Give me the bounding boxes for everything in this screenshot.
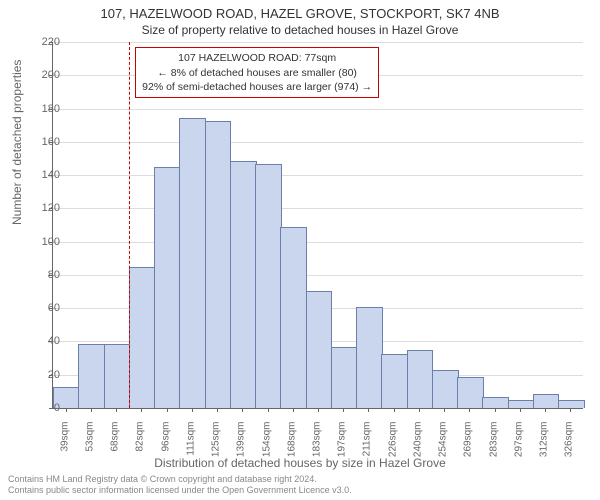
xtick-mark (293, 408, 294, 412)
ytick-label: 140 (20, 169, 60, 181)
histogram-bar (407, 350, 434, 408)
xtick-label: 82sqm (135, 422, 146, 472)
xtick-label: 139sqm (236, 422, 247, 472)
xtick-label: 211sqm (362, 422, 373, 472)
footer-attribution: Contains HM Land Registry data © Crown c… (8, 474, 352, 497)
xtick-mark (444, 408, 445, 412)
histogram-bar (179, 118, 206, 408)
xtick-label: 197sqm (337, 422, 348, 472)
ytick-label: 20 (20, 369, 60, 381)
xtick-mark (192, 408, 193, 412)
gridline (53, 242, 583, 243)
ytick-label: 40 (20, 335, 60, 347)
ytick-label: 200 (20, 69, 60, 81)
xtick-label: 269sqm (463, 422, 474, 472)
gridline (53, 42, 583, 43)
xtick-label: 226sqm (387, 422, 398, 472)
xtick-mark (343, 408, 344, 412)
footer-line1: Contains HM Land Registry data © Crown c… (8, 474, 352, 485)
gridline (53, 142, 583, 143)
xtick-mark (469, 408, 470, 412)
ytick-label: 80 (20, 269, 60, 281)
annotation-line2: ← 8% of detached houses are smaller (80) (142, 66, 372, 80)
chart-title-line2: Size of property relative to detached ho… (0, 21, 600, 37)
plot-area: 107 HAZELWOOD ROAD: 77sqm← 8% of detache… (52, 42, 583, 409)
histogram-bar (78, 344, 105, 408)
histogram-bar (381, 354, 408, 408)
annotation-line3: 92% of semi-detached houses are larger (… (142, 80, 372, 94)
ytick-label: 120 (20, 202, 60, 214)
xtick-mark (141, 408, 142, 412)
xtick-label: 39sqm (59, 422, 70, 472)
ytick-label: 100 (20, 236, 60, 248)
xtick-mark (318, 408, 319, 412)
xtick-mark (91, 408, 92, 412)
xtick-label: 297sqm (513, 422, 524, 472)
histogram-bar (230, 161, 257, 408)
histogram-bar (533, 394, 560, 408)
xtick-label: 283sqm (488, 422, 499, 472)
xtick-mark (167, 408, 168, 412)
xtick-mark (570, 408, 571, 412)
xtick-mark (545, 408, 546, 412)
histogram-bar (280, 227, 307, 408)
xtick-label: 254sqm (438, 422, 449, 472)
ytick-label: 60 (20, 302, 60, 314)
ytick-label: 220 (20, 36, 60, 48)
xtick-label: 168sqm (286, 422, 297, 472)
xtick-label: 240sqm (412, 422, 423, 472)
xtick-label: 96sqm (160, 422, 171, 472)
ytick-label: 160 (20, 136, 60, 148)
xtick-mark (116, 408, 117, 412)
xtick-mark (495, 408, 496, 412)
gridline (53, 109, 583, 110)
histogram-bar (331, 347, 358, 408)
histogram-bar (104, 344, 131, 408)
xtick-label: 312sqm (539, 422, 550, 472)
chart-container: 107, HAZELWOOD ROAD, HAZEL GROVE, STOCKP… (0, 0, 600, 500)
histogram-bar (508, 400, 535, 408)
xtick-mark (394, 408, 395, 412)
histogram-bar (154, 167, 181, 408)
xtick-label: 111sqm (185, 422, 196, 472)
xtick-mark (520, 408, 521, 412)
gridline (53, 208, 583, 209)
xtick-label: 183sqm (312, 422, 323, 472)
xtick-mark (217, 408, 218, 412)
footer-line2: Contains public sector information licen… (8, 485, 352, 496)
histogram-bar (432, 370, 459, 408)
xtick-mark (419, 408, 420, 412)
xtick-mark (242, 408, 243, 412)
xtick-mark (268, 408, 269, 412)
xtick-label: 154sqm (261, 422, 272, 472)
ytick-label: 0 (20, 402, 60, 414)
annotation-box: 107 HAZELWOOD ROAD: 77sqm← 8% of detache… (135, 47, 379, 98)
histogram-bar (482, 397, 509, 408)
annotation-line1: 107 HAZELWOOD ROAD: 77sqm (142, 51, 372, 65)
histogram-bar (129, 267, 156, 408)
chart-title-line1: 107, HAZELWOOD ROAD, HAZEL GROVE, STOCKP… (0, 0, 600, 21)
histogram-bar (255, 164, 282, 408)
histogram-bar (306, 291, 333, 408)
histogram-bar (205, 121, 232, 408)
gridline (53, 175, 583, 176)
xtick-label: 68sqm (110, 422, 121, 472)
xtick-mark (66, 408, 67, 412)
xtick-mark (368, 408, 369, 412)
histogram-bar (558, 400, 585, 408)
xtick-label: 125sqm (211, 422, 222, 472)
xtick-label: 53sqm (84, 422, 95, 472)
marker-line (129, 42, 130, 408)
histogram-bar (457, 377, 484, 408)
histogram-bar (356, 307, 383, 408)
ytick-label: 180 (20, 103, 60, 115)
xtick-label: 326sqm (564, 422, 575, 472)
